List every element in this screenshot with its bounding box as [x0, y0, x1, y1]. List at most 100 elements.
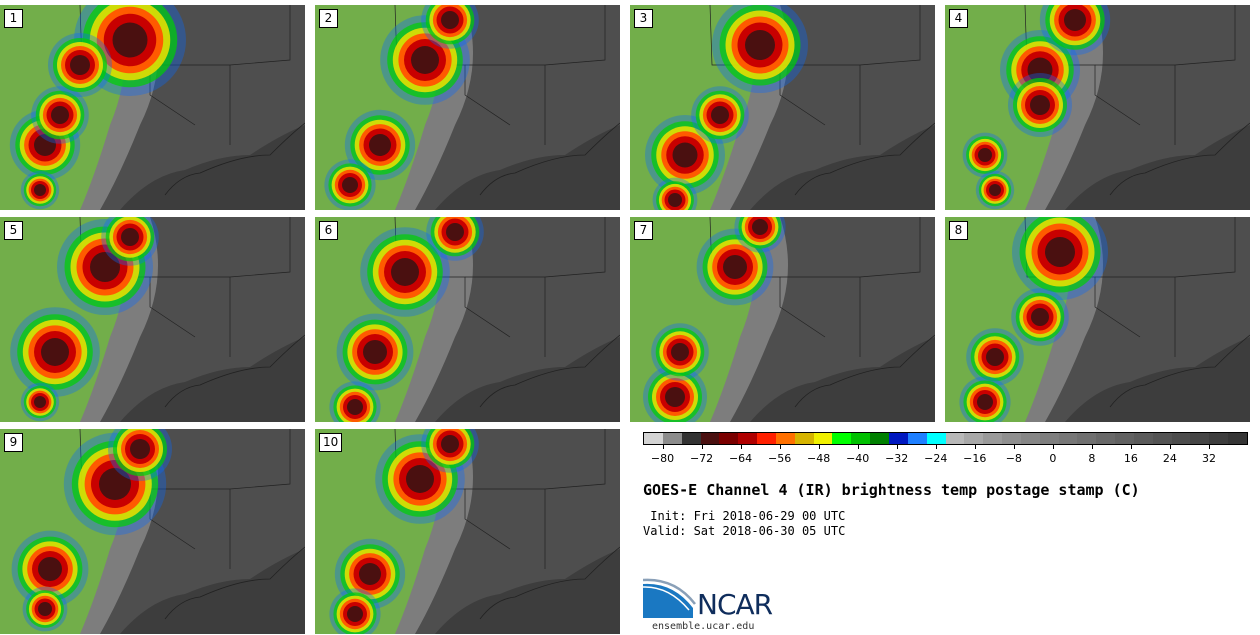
- colorbar-tick: [1130, 444, 1132, 449]
- colorbar-segment: [832, 433, 852, 444]
- panel-label: 6: [319, 221, 338, 240]
- panel-label: 5: [4, 221, 23, 240]
- map-panel-8: 8: [945, 217, 1250, 422]
- colorbar-tick-label: 0: [1049, 452, 1057, 465]
- satellite-image: [315, 429, 620, 634]
- colorbar-tick-label: −32: [885, 452, 909, 465]
- colorbar-segment: [888, 433, 908, 444]
- colorbar-tick-label: −72: [689, 452, 714, 465]
- colorbar-segment: [757, 433, 776, 444]
- colorbar-segment: [1190, 433, 1210, 444]
- init-time: Init: Fri 2018-06-29 00 UTC: [643, 509, 846, 523]
- colorbar-segment: [870, 433, 889, 444]
- colorbar-segment: [851, 433, 871, 444]
- map-panel-3: 3: [630, 5, 935, 210]
- satellite-image: [945, 5, 1250, 210]
- colorbar-ticks: −80 −72 −64 −56 −48 −40 −32 −24 −16 −8 0 8 16 24 32: [643, 444, 1248, 469]
- colorbar-tick-label: −80: [650, 452, 675, 465]
- colorbar-tick-label: 32: [1201, 452, 1216, 465]
- colorbar-segment: [681, 433, 701, 444]
- colorbar-segment: [1077, 433, 1097, 444]
- colorbar-tick: [1013, 444, 1015, 449]
- map-panel-10: 10: [315, 429, 620, 634]
- colorbar-segment: [945, 433, 965, 444]
- colorbar-segment: [1002, 433, 1021, 444]
- colorbar-tick-label: −8: [1005, 452, 1022, 465]
- colorbar-segment: [1171, 433, 1191, 444]
- panel-label: 9: [4, 433, 23, 452]
- map-panel-5: 5: [0, 217, 305, 422]
- colorbar-segment: [1133, 433, 1153, 444]
- colorbar-tick: [1169, 444, 1171, 449]
- colorbar-segment: [1039, 433, 1059, 444]
- panel-label: 7: [634, 221, 653, 240]
- logo-text: NCAR: [697, 588, 773, 621]
- colorbar-segment: [907, 433, 927, 444]
- panel-label: 4: [949, 9, 968, 28]
- colorbar-segment: [738, 433, 758, 444]
- map-panel-7: 7: [630, 217, 935, 422]
- colorbar-segment: [1209, 433, 1229, 444]
- colorbar-tick: [779, 444, 781, 449]
- colorbar-tick-label: 8: [1088, 452, 1096, 465]
- map-panel-1: 1: [0, 5, 305, 210]
- colorbar-tick: [1091, 444, 1093, 449]
- colorbar-segment: [964, 433, 984, 444]
- colorbar-segment: [1058, 433, 1078, 444]
- colorbar-segment: [983, 433, 1003, 444]
- map-panel-2: 2: [315, 5, 620, 210]
- colorbar-segment: [813, 433, 833, 444]
- website-url[interactable]: ensemble.ucar.edu: [652, 621, 755, 632]
- colorbar-tick-label: −64: [728, 452, 753, 465]
- satellite-image: [0, 217, 305, 422]
- colorbar-segment: [926, 433, 946, 444]
- colorbar-segment: [662, 433, 682, 444]
- satellite-image: [0, 5, 305, 210]
- ncar-logo-icon: [643, 578, 696, 618]
- colorbar-tick-label: −24: [924, 452, 948, 465]
- colorbar-segment: [644, 433, 663, 444]
- satellite-image: [315, 217, 620, 422]
- panel-label: 10: [319, 433, 343, 452]
- colorbar-tick-label: −40: [846, 452, 870, 465]
- colorbar-tick-label: 16: [1123, 452, 1138, 465]
- colorbar-tick-label: 24: [1162, 452, 1177, 465]
- colorbar-tick: [1052, 444, 1054, 449]
- colorbar-segment: [700, 433, 720, 444]
- colorbar-tick: [701, 444, 703, 449]
- colorbar-tick: [818, 444, 820, 449]
- colorbar-tick: [857, 444, 859, 449]
- colorbar-tick: [896, 444, 898, 449]
- colorbar-tick: [935, 444, 937, 449]
- colorbar-segment: [1152, 433, 1172, 444]
- colorbar-tick-label: −56: [768, 452, 792, 465]
- figure-title: GOES-E Channel 4 (IR) brightness temp po…: [643, 481, 1140, 499]
- panel-label: 1: [4, 9, 23, 28]
- colorbar-segment: [719, 433, 739, 444]
- map-panel-4: 4: [945, 5, 1250, 210]
- colorbar-tick: [1208, 444, 1210, 449]
- panel-label: 2: [319, 9, 338, 28]
- colorbar-segment: [775, 433, 795, 444]
- colorbar-segment: [1020, 433, 1040, 444]
- map-panel-9: 9: [0, 429, 305, 634]
- map-panel-6: 6: [315, 217, 620, 422]
- colorbar-segment: [1228, 433, 1247, 444]
- satellite-image: [0, 429, 305, 634]
- satellite-image: [945, 217, 1250, 422]
- colorbar-tick: [740, 444, 742, 449]
- satellite-image: [315, 5, 620, 210]
- colorbar-segment: [794, 433, 814, 444]
- colorbar-segment: [1096, 433, 1116, 444]
- colorbar-tick: [662, 444, 664, 449]
- valid-time: Valid: Sat 2018-06-30 05 UTC: [643, 524, 846, 538]
- satellite-image: [630, 217, 935, 422]
- panel-label: 8: [949, 221, 968, 240]
- colorbar: [643, 432, 1248, 445]
- satellite-image: [630, 5, 935, 210]
- colorbar-tick-label: −48: [807, 452, 831, 465]
- colorbar-tick-label: −16: [963, 452, 987, 465]
- panel-label: 3: [634, 9, 653, 28]
- colorbar-segment: [1115, 433, 1134, 444]
- colorbar-tick: [974, 444, 976, 449]
